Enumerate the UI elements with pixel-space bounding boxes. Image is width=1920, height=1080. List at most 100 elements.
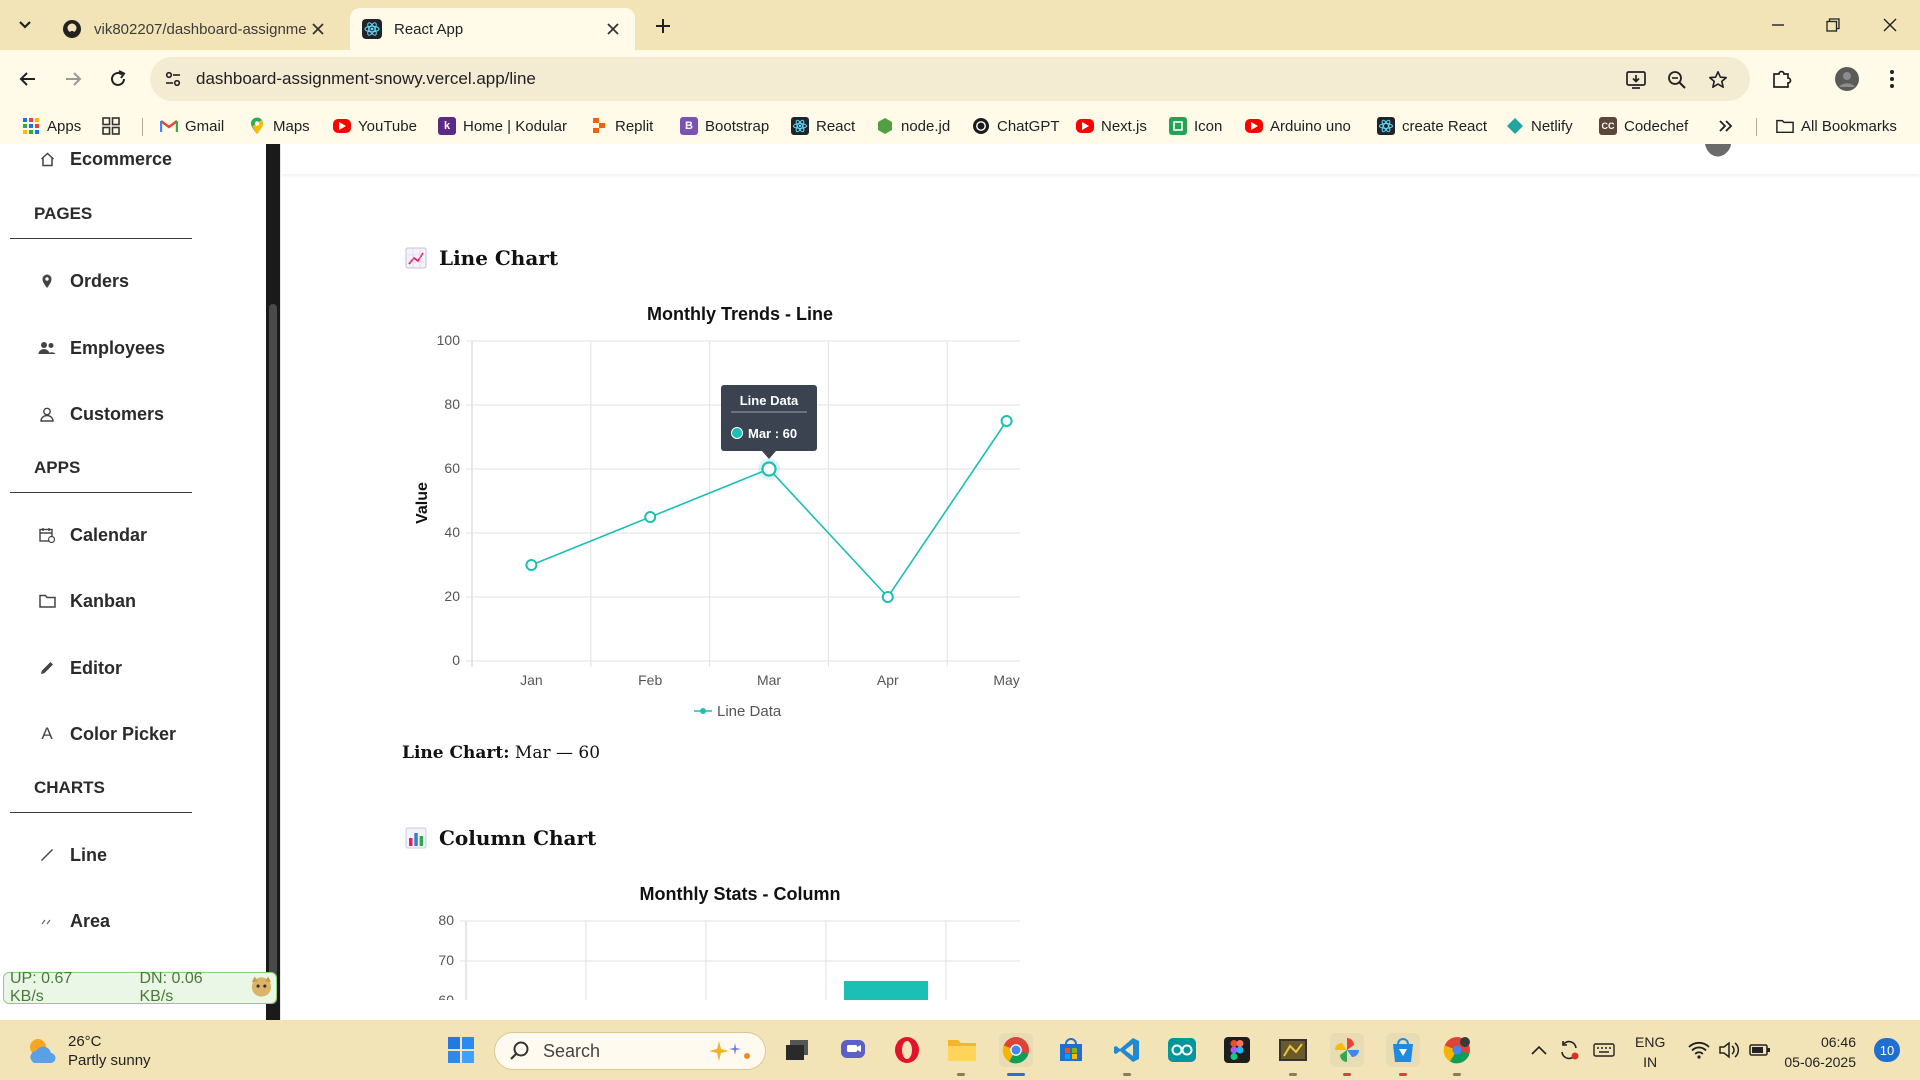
bookmark-maps[interactable]: Maps bbox=[248, 115, 310, 137]
opera-button[interactable] bbox=[890, 1033, 924, 1067]
battery-tray-icon[interactable] bbox=[1746, 1038, 1774, 1062]
bookmark-create-react[interactable]: create React bbox=[1377, 115, 1487, 137]
taskbar-search[interactable]: Search bbox=[494, 1032, 766, 1070]
sidebar-item-ecommerce[interactable]: Ecommerce bbox=[38, 144, 172, 174]
vscode-button[interactable] bbox=[1110, 1033, 1144, 1067]
browser-menu-button[interactable] bbox=[1878, 65, 1906, 93]
y-tick-label: 20 bbox=[444, 588, 460, 604]
extensions-button[interactable] bbox=[1768, 65, 1796, 93]
figma-icon bbox=[1224, 1037, 1250, 1063]
keyboard-tray-icon[interactable] bbox=[1590, 1038, 1618, 1062]
chrome-button[interactable] bbox=[999, 1033, 1033, 1067]
teams-chat-button[interactable] bbox=[836, 1033, 870, 1067]
sidebar-item-editor[interactable]: Editor bbox=[38, 653, 122, 683]
folder-icon bbox=[1776, 117, 1794, 135]
pencil-icon bbox=[38, 659, 56, 677]
system-clock[interactable]: 06:46 05-06-2025 bbox=[1784, 1032, 1856, 1072]
bookmark-gmail[interactable]: Gmail bbox=[160, 115, 224, 137]
sidebar-item-line[interactable]: Line bbox=[38, 840, 107, 870]
store-icon bbox=[1060, 1038, 1082, 1061]
sidebar-item-customers[interactable]: Customers bbox=[38, 399, 164, 429]
install-app-icon[interactable] bbox=[1624, 68, 1648, 92]
clock-time: 06:46 bbox=[1820, 1034, 1856, 1050]
bookmark-youtube[interactable]: YouTube bbox=[333, 115, 417, 137]
forward-button[interactable] bbox=[59, 65, 87, 93]
area-chart-icon bbox=[38, 912, 56, 930]
legend-swatch-dot bbox=[700, 708, 706, 714]
notification-badge[interactable]: 10 bbox=[1874, 1038, 1900, 1062]
bookmark-nextjs[interactable]: Next.js bbox=[1076, 115, 1147, 137]
zoom-icon[interactable] bbox=[1665, 68, 1689, 92]
taskbar-app-button[interactable] bbox=[1386, 1033, 1420, 1067]
x-tick-label: May bbox=[993, 672, 1019, 688]
close-icon[interactable] bbox=[308, 19, 328, 39]
reload-button[interactable] bbox=[104, 65, 132, 93]
restore-button[interactable] bbox=[1820, 12, 1846, 38]
start-button[interactable] bbox=[444, 1033, 478, 1067]
profile-button[interactable] bbox=[1833, 65, 1861, 93]
y-tick-label: 70 bbox=[438, 952, 454, 968]
tab-react-app[interactable]: React App bbox=[350, 8, 635, 50]
running-indicator bbox=[1123, 1073, 1131, 1076]
all-bookmarks-button[interactable]: All Bookmarks bbox=[1776, 115, 1897, 137]
more-vertical-icon bbox=[1890, 70, 1894, 88]
bookmark-netlify[interactable]: Netlify bbox=[1506, 115, 1573, 137]
volume-tray-icon[interactable] bbox=[1716, 1038, 1742, 1062]
sidebar-item-area[interactable]: Area bbox=[38, 906, 110, 936]
tooltip-value: Mar : 60 bbox=[748, 426, 797, 441]
photos-button[interactable] bbox=[1330, 1033, 1364, 1067]
language-indicator[interactable]: ENG IN bbox=[1635, 1032, 1665, 1072]
sidebar-scrollbar[interactable] bbox=[266, 144, 280, 1020]
bookmark-star-icon[interactable] bbox=[1706, 68, 1730, 92]
tab-search-button[interactable] bbox=[12, 12, 38, 38]
bookmark-arduino[interactable]: Arduino uno bbox=[1245, 115, 1351, 137]
maps-icon bbox=[248, 117, 266, 135]
close-icon[interactable] bbox=[603, 19, 623, 39]
file-explorer-button[interactable] bbox=[945, 1033, 979, 1067]
bookmarks-overflow-button[interactable] bbox=[1718, 115, 1734, 137]
sidebar-item-calendar[interactable]: Calendar bbox=[38, 520, 147, 550]
sync-tray-icon[interactable] bbox=[1556, 1038, 1582, 1062]
data-point bbox=[881, 591, 894, 603]
bookmark-tab-groups[interactable] bbox=[102, 115, 127, 137]
bookmark-replit[interactable]: Replit bbox=[590, 115, 653, 137]
bookmark-kodular[interactable]: k Home | Kodular bbox=[438, 115, 567, 137]
arduino-button[interactable] bbox=[1165, 1033, 1199, 1067]
bookmark-chatgpt[interactable]: ChatGPT bbox=[972, 115, 1060, 137]
vscode-icon bbox=[1114, 1038, 1139, 1062]
task-view-button[interactable] bbox=[780, 1033, 814, 1067]
scrollbar-thumb[interactable] bbox=[269, 304, 277, 1004]
sidebar-item-kanban[interactable]: Kanban bbox=[38, 586, 136, 616]
bookmark-bootstrap[interactable]: B Bootstrap bbox=[680, 115, 769, 137]
bookmark-divider bbox=[142, 118, 143, 136]
minimize-button[interactable] bbox=[1765, 12, 1791, 38]
close-window-button[interactable] bbox=[1877, 12, 1903, 38]
new-tab-button[interactable] bbox=[650, 13, 676, 39]
address-bar[interactable]: dashboard-assignment-snowy.vercel.app/li… bbox=[150, 57, 1750, 101]
microsoft-store-button[interactable] bbox=[1054, 1033, 1088, 1067]
weather-widget[interactable]: 26°C Partly sunny bbox=[24, 1030, 151, 1072]
x-tick-label: Mar bbox=[757, 672, 781, 688]
back-button[interactable] bbox=[14, 65, 42, 93]
app-button[interactable] bbox=[1276, 1033, 1310, 1067]
sidebar-item-orders[interactable]: Orders bbox=[38, 266, 129, 296]
top-navbar bbox=[281, 144, 1920, 174]
site-info-icon[interactable] bbox=[162, 68, 184, 90]
bookmark-icon-site[interactable]: Icon bbox=[1169, 115, 1222, 137]
chrome-profile-button[interactable] bbox=[1440, 1033, 1474, 1067]
tab-github[interactable]: vik802207/dashboard-assignme bbox=[50, 8, 340, 50]
bookmark-codechef[interactable]: CC Codechef bbox=[1599, 115, 1688, 137]
bookmark-nodejs[interactable]: node.jd bbox=[876, 115, 950, 137]
avatar bbox=[1835, 67, 1859, 91]
url-text[interactable]: dashboard-assignment-snowy.vercel.app/li… bbox=[196, 69, 536, 88]
sidebar-item-employees[interactable]: Employees bbox=[38, 333, 165, 363]
youtube-icon bbox=[1245, 119, 1263, 133]
figma-button[interactable] bbox=[1220, 1033, 1254, 1067]
bookmark-apps[interactable]: Apps bbox=[22, 115, 81, 137]
sidebar-item-color-picker[interactable]: A Color Picker bbox=[38, 719, 176, 749]
y-tick-label: 80 bbox=[438, 912, 454, 928]
chart-legend[interactable]: Line Data bbox=[694, 703, 782, 720]
show-hidden-icons-button[interactable] bbox=[1528, 1038, 1550, 1062]
wifi-tray-icon[interactable] bbox=[1686, 1038, 1712, 1062]
bookmark-react[interactable]: React bbox=[791, 115, 855, 137]
